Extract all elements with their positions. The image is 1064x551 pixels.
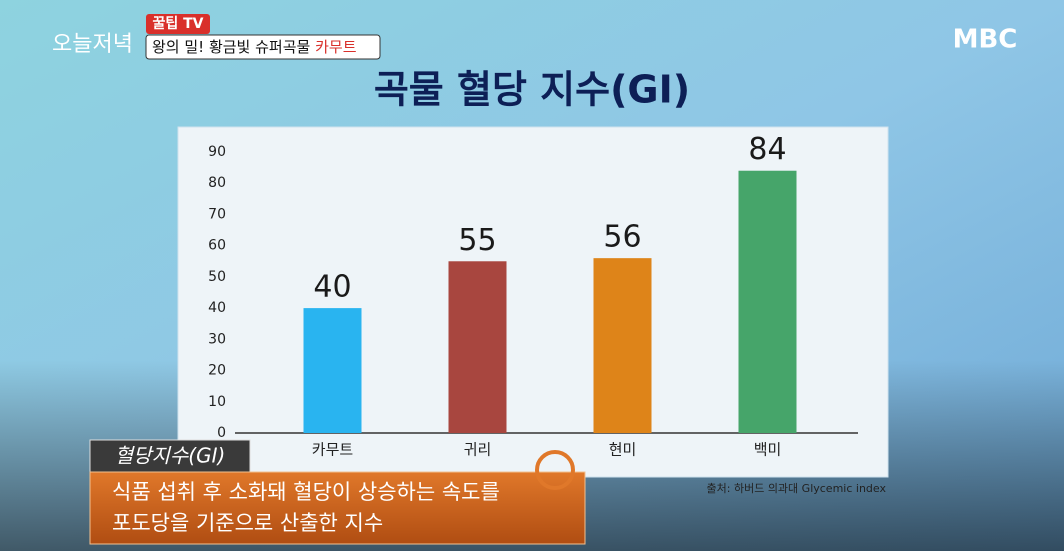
y-tick-label: 30 — [208, 331, 226, 347]
y-tick-label: 20 — [208, 363, 226, 379]
bar — [738, 170, 797, 433]
data-label: 84 — [748, 132, 786, 167]
data-label: 40 — [313, 270, 351, 305]
caption-line: 식품 섭취 후 소화돼 혈당이 상승하는 속도를 — [112, 480, 500, 504]
program-logo: 오늘저녁 — [52, 32, 133, 57]
segment-label: 꿀팁 TV — [152, 16, 203, 32]
headline-text: 왕의 밀! 황금빛 슈퍼곡물 — [152, 38, 310, 56]
y-tick-label: 60 — [208, 238, 226, 254]
y-tick-label: 40 — [208, 300, 226, 316]
caption-box — [89, 471, 586, 545]
data-label: 56 — [603, 220, 641, 255]
headline: 왕의 밀! 황금빛 슈퍼곡물 카무트 — [152, 38, 357, 56]
channel-logo: MBC — [953, 25, 1018, 55]
source-note: 출처: 하버드 의과대 Glycemic index — [707, 481, 887, 495]
x-tick-label: 백미 — [754, 441, 782, 459]
caption-term: 혈당지수(GI) — [115, 444, 226, 468]
x-tick-label: 카무트 — [312, 441, 354, 459]
headline-box — [145, 34, 381, 60]
y-tick-label: 50 — [208, 269, 226, 285]
chart-title: 곡물 혈당 지수(GI) — [374, 68, 690, 112]
term-tag — [89, 439, 251, 475]
y-tick-label: 80 — [208, 175, 226, 191]
plot: 0 10 20 30 40 50 60 70 80 90 카무트 40 귀리 55 현미 56 백미 84 — [208, 132, 797, 459]
data-label: 55 — [458, 223, 496, 258]
caption-ornament — [535, 450, 575, 490]
caption-line: 포도당을 기준으로 산출한 지수 — [112, 511, 383, 535]
headline-highlight: 카무트 — [315, 38, 357, 56]
y-tick-label: 0 — [217, 425, 226, 441]
bar — [303, 308, 362, 433]
x-tick-label: 귀리 — [464, 441, 492, 459]
bar — [448, 261, 507, 433]
y-tick-label: 70 — [208, 206, 226, 222]
bar — [593, 258, 652, 433]
y-tick-label: 90 — [208, 144, 226, 160]
x-tick-label: 현미 — [609, 441, 637, 459]
y-tick-label: 10 — [208, 394, 226, 410]
segment-badge — [146, 14, 210, 34]
